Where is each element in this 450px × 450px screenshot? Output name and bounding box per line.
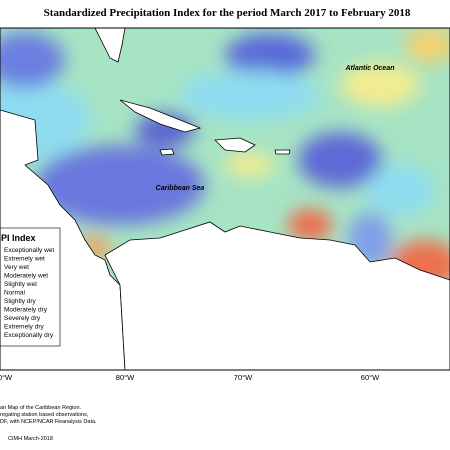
legend-item: Slightly dry [4,298,37,305]
tick-label: 0°W [0,373,13,382]
tick-label: 70°W [234,373,253,382]
cuba [119,99,202,133]
legend-item: Moderately wet [4,273,48,280]
longitude-ticks: 0°W 80°W 70°W 60°W [0,373,380,382]
map-frame [0,27,450,371]
florida [94,28,126,63]
note-line: DF, with NCEP/NCAR Reanalysis Data. [0,419,97,425]
legend-item: Moderately dry [4,307,48,314]
legend-item: Exceptionally wet [4,247,54,254]
legend-item: Severely dry [4,315,41,322]
jamaica [159,148,175,156]
hispaniola [214,137,256,153]
notes: an Map of the Caribbean Region.regating … [0,405,97,425]
south-america [104,221,450,370]
tick-label: 80°W [116,373,135,382]
legend-item: Exceptionally dry [4,332,54,339]
title: Standardized Precipitation Index for the… [44,7,411,19]
credit: CIMH March-2018 [8,436,53,442]
legend-item: Normal [4,290,26,297]
legend-item: Slightly wet [4,281,37,288]
legend-item: Extremely wet [4,256,45,263]
legend: SPI Index Exceptionally wet Extremely wet… [0,227,61,347]
puerto-rico [274,149,291,155]
legend-item: Extremely dry [4,324,44,331]
note-line: an Map of the Caribbean Region. [0,405,81,411]
legend-item: Very wet [4,264,29,271]
spi-field: Atlantic Ocean Caribbean Sea SPI Index E… [0,28,450,370]
note-line: regating station based observations, [0,412,89,418]
legend-title: SPI Index [0,233,36,243]
tick-label: 60°W [361,373,380,382]
ocean-label: Atlantic Ocean [344,65,394,72]
sea-label: Caribbean Sea [156,185,205,192]
